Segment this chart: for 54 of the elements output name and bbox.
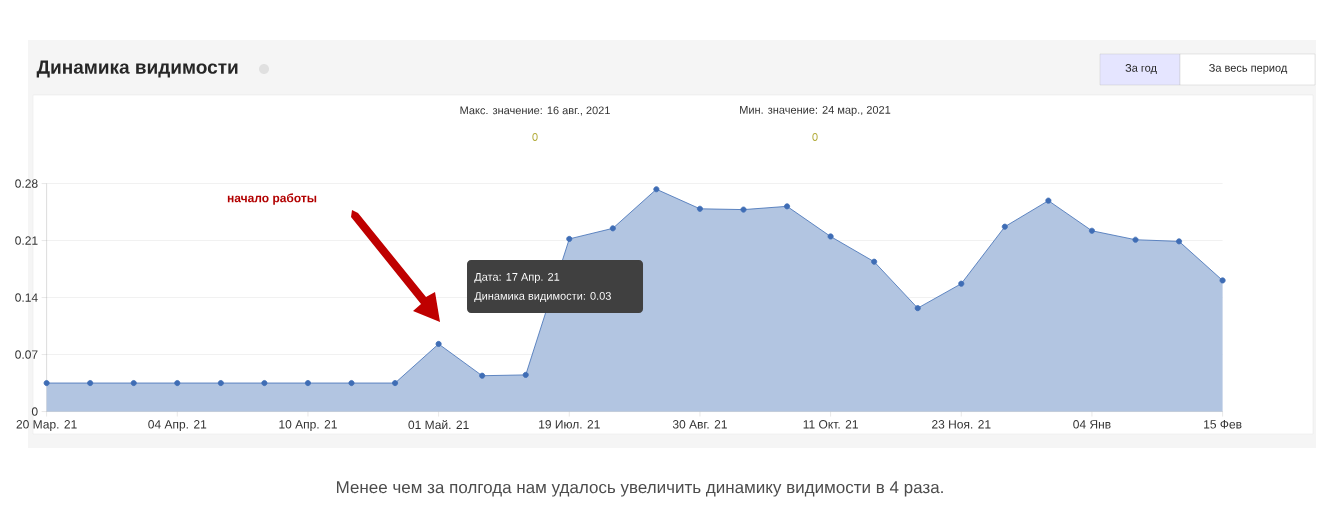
point <box>174 380 181 387</box>
x-tick-label: 20 Мар. 21 <box>16 420 77 431</box>
x-tick-label: 23 Ноя. 21 <box>932 420 991 429</box>
x-tick-label: 30 Авг. 21 <box>672 420 727 429</box>
chart-title: Динамика видимости <box>36 60 238 78</box>
y-tick-label: 0 <box>31 407 38 416</box>
text: Макс. значение: 16 авг., 2021 <box>460 106 610 116</box>
point <box>435 340 442 347</box>
x-tick-label: 19 Июл. 21 <box>539 420 600 429</box>
point <box>1132 236 1139 243</box>
y-tick-label: 0.21 <box>15 236 38 245</box>
x-tick-label: 15 Фев <box>1204 420 1242 429</box>
annotation: начало работы <box>227 193 317 205</box>
y-tick-label: 0.14 <box>15 293 38 302</box>
point <box>43 380 50 387</box>
point <box>566 235 573 242</box>
point <box>348 380 355 387</box>
annotation: Дата: 17 Апр. 21 <box>474 273 560 283</box>
point <box>784 203 791 210</box>
text: Мин. значение: 24 мар., 2021 <box>740 106 891 116</box>
point <box>261 380 268 387</box>
text: За год <box>1125 64 1157 74</box>
point <box>827 233 834 240</box>
x-tick-label: 01 Май. 21 <box>408 420 469 430</box>
point <box>653 186 660 193</box>
point <box>522 371 529 378</box>
point <box>914 305 921 312</box>
point <box>1001 223 1008 230</box>
x-tick-label: 04 Апр. 21 <box>148 420 207 431</box>
point <box>217 380 224 387</box>
point <box>1045 197 1052 204</box>
point <box>1088 227 1095 234</box>
point <box>871 258 878 265</box>
text: За весь период <box>1209 64 1288 74</box>
point <box>1176 238 1183 245</box>
text: 0 <box>532 133 538 141</box>
point <box>958 280 965 287</box>
text: 0 <box>812 133 818 141</box>
point <box>740 206 747 213</box>
point <box>609 225 616 232</box>
point <box>392 380 399 387</box>
x-tick-label: 04 Янв <box>1073 420 1111 429</box>
x-tick-label: 11 Окт. 21 <box>803 420 858 429</box>
text: Менее чем за полгода нам удалось увеличить динамику видимости в 4 раза. <box>337 481 943 497</box>
x-tick-label: 10 Апр. 21 <box>279 420 337 431</box>
y-tick-label: 0.07 <box>15 350 38 359</box>
point <box>304 380 311 387</box>
y-tick-label: 0.28 <box>15 179 38 188</box>
annotation: Динамика видимости: 0.03 <box>474 292 611 302</box>
point <box>479 372 486 379</box>
point <box>1219 277 1226 284</box>
point <box>87 380 94 387</box>
point <box>696 205 703 212</box>
point <box>130 380 137 387</box>
